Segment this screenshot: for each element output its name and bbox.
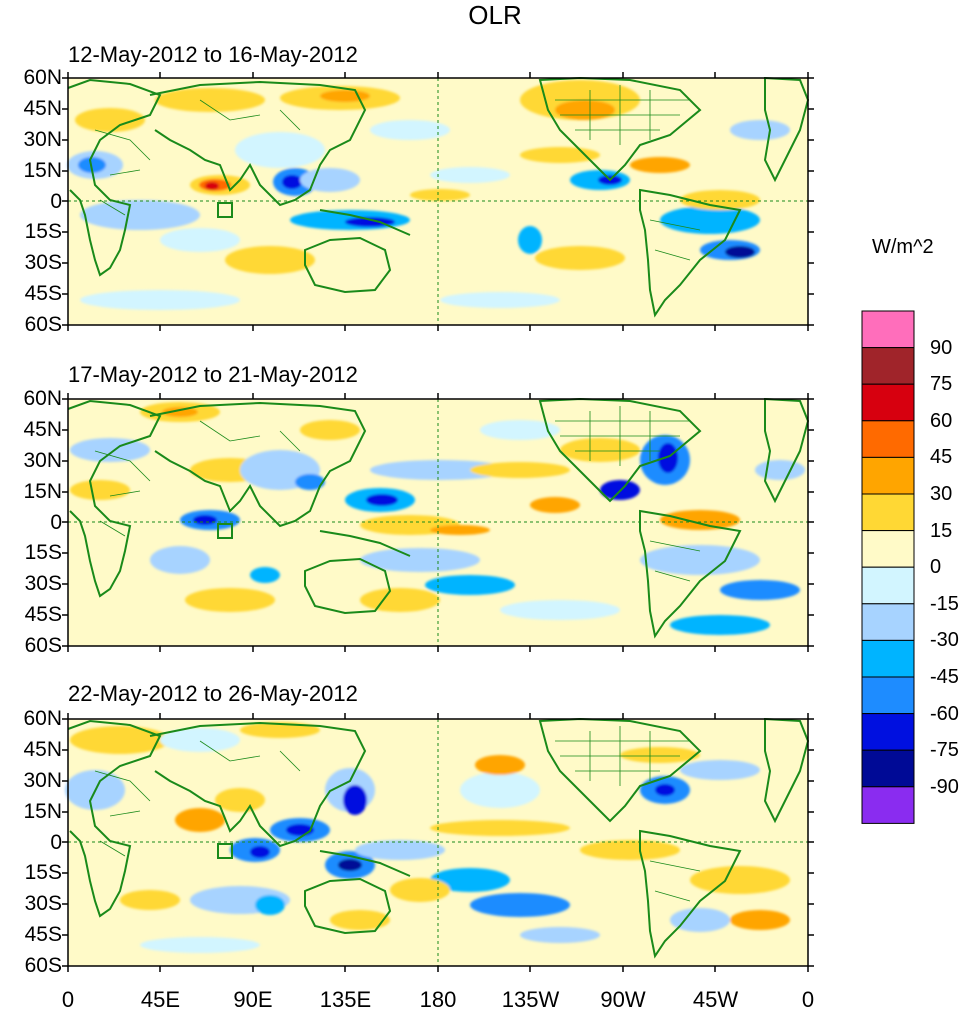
lat-tick-label: 15N (23, 158, 62, 182)
lat-tick-label: 15S (24, 220, 62, 244)
political-borders-2 (94, 406, 701, 582)
lon-tick-label: 0 (61, 987, 75, 1012)
olr-anomaly-field-1 (67, 80, 790, 310)
lon-tick-label: 135E (319, 987, 372, 1012)
lat-tick-label: 45S (24, 282, 62, 306)
lat-tick-label: 0 (50, 189, 62, 213)
lat-tick-label: 30S (24, 892, 62, 916)
lat-tick-label: 30S (24, 572, 62, 596)
lat-tick-label: 45N (23, 737, 62, 761)
lat-tick-label: 15S (24, 861, 62, 885)
colorbar-tick-label: -45 (930, 666, 959, 688)
lon-tick-label: 135W (501, 987, 560, 1012)
lon-tick-label: 0 (801, 987, 815, 1012)
lat-tick-label: 15N (23, 479, 62, 503)
lat-tick-label: 45S (24, 603, 62, 627)
lat-tick-label: 45S (24, 923, 62, 947)
lon-tick-label: 45E (140, 987, 181, 1012)
colorbar-swatch (861, 713, 915, 751)
map-ticks-2 (62, 393, 814, 652)
lat-tick-label: 60N (23, 707, 62, 730)
lat-tick-label: 45N (23, 96, 62, 120)
colorbar-tick-label: 0 (930, 556, 942, 579)
coastlines-1 (67, 76, 810, 318)
colorbar-tick-label: -75 (930, 739, 959, 762)
coastlines-2 (67, 397, 810, 639)
colorbar-tick-label: 15 (930, 519, 953, 542)
colorbar-swatch (861, 603, 915, 641)
colorbar-tick-label: -15 (930, 592, 959, 615)
colorbar-tick-label: 60 (930, 409, 953, 432)
colorbar-swatch (861, 420, 915, 458)
lat-tick-label: 30N (23, 448, 62, 472)
colorbar-swatch (861, 786, 915, 824)
olr-anomaly-field-2 (70, 402, 805, 635)
figure-title: OLR (468, 0, 522, 30)
lat-tick-label: 15N (23, 799, 62, 823)
lat-tick-label: 60S (24, 954, 62, 977)
lon-tick-label: 90E (233, 987, 273, 1012)
colorbar-tick-label: -90 (930, 775, 959, 798)
lat-tick-label: 60S (24, 634, 62, 657)
colorbar-swatch (861, 456, 915, 495)
colorbar-swatch (861, 310, 915, 349)
colorbar-tick-label: 90 (930, 336, 953, 359)
panel-2-date-range: 17-May-2012 to 21-May-2012 (68, 362, 358, 387)
colorbar-swatch (861, 493, 915, 532)
lat-tick-label: 45N (23, 417, 62, 441)
colorbar-tick-label: -30 (930, 629, 959, 652)
panel-1-date-range: 12-May-2012 to 16-May-2012 (68, 42, 358, 67)
map-ticks-1 (62, 72, 814, 331)
colorbar-swatch (861, 749, 915, 788)
colorbar-tick-label: 75 (930, 373, 953, 396)
coastlines-3 (67, 717, 810, 959)
colorbar-swatch (861, 383, 915, 422)
colorbar-swatch (861, 639, 915, 678)
colorbar (861, 310, 915, 824)
lon-tick-label: 90W (600, 987, 646, 1012)
lat-tick-label: 15S (24, 541, 62, 565)
colorbar-tick-label: 30 (930, 483, 953, 505)
panel-3-date-range: 22-May-2012 to 26-May-2012 (68, 681, 358, 706)
lat-tick-label: 0 (50, 830, 62, 854)
olr-anomaly-field-3 (65, 722, 790, 953)
colorbar-swatch (861, 566, 915, 605)
lat-tick-label: 60S (24, 313, 62, 336)
lon-tick-label: 45W (692, 987, 739, 1012)
colorbar-tick-label: -60 (930, 702, 959, 725)
map-panel-2 (62, 393, 814, 652)
map-panel-1 (62, 72, 814, 331)
colorbar-tick-label: 45 (930, 446, 953, 469)
political-borders-3 (94, 726, 701, 902)
lat-tick-label: 30N (23, 768, 62, 792)
lat-tick-label: 60N (23, 66, 62, 89)
colorbar-swatch (861, 676, 915, 715)
lat-tick-label: 60N (23, 387, 62, 410)
lat-tick-label: 30S (24, 251, 62, 275)
colorbar-unit: W/m^2 (872, 236, 934, 258)
map-ticks-3 (62, 713, 814, 972)
political-borders-1 (94, 85, 701, 261)
lat-tick-label: 0 (50, 510, 62, 534)
colorbar-swatch (861, 347, 915, 385)
map-panel-3 (62, 713, 814, 972)
lat-tick-label: 30N (23, 127, 62, 151)
colorbar-swatch (861, 530, 915, 568)
lon-tick-label: 180 (419, 987, 457, 1012)
